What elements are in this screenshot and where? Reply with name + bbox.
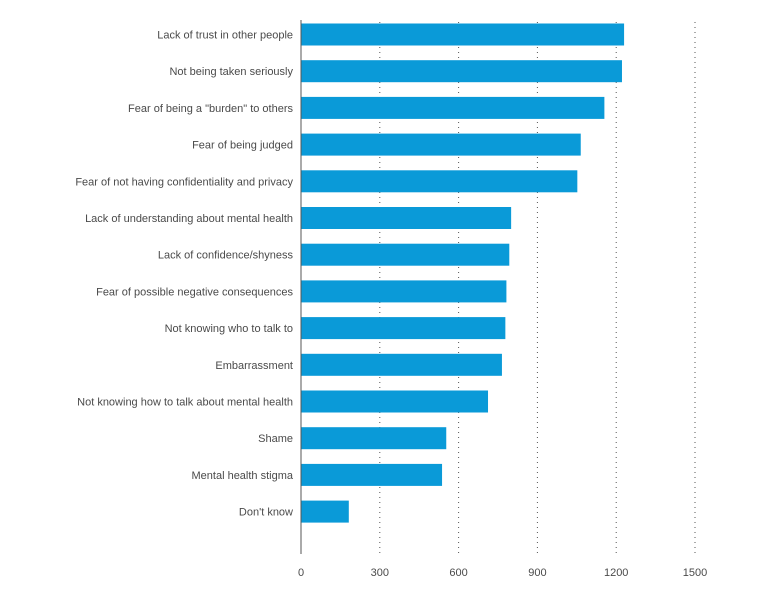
category-label: Lack of confidence/shyness (158, 250, 294, 262)
x-tick-label: 0 (298, 567, 304, 579)
x-axis: 0 300 600 900 1200 1500 (298, 20, 707, 579)
category-label: Lack of understanding about mental healt… (85, 213, 293, 225)
bar (301, 96, 605, 119)
x-tick-label: 900 (528, 567, 546, 579)
category-label: Don't know (239, 507, 293, 519)
category-label: Not knowing who to talk to (165, 323, 293, 335)
category-label: Fear of not having confidentiality and p… (75, 176, 293, 188)
bar (301, 500, 349, 523)
bar (301, 317, 506, 340)
bar (301, 23, 625, 46)
bar (301, 60, 622, 83)
category-labels: Lack of trust in other people Not being t… (75, 30, 294, 519)
bars (301, 23, 625, 523)
bar (301, 463, 443, 486)
bar (301, 390, 489, 413)
category-label: Embarrassment (215, 360, 293, 372)
bar (301, 170, 578, 193)
category-label: Fear of being judged (192, 140, 293, 152)
category-label: Lack of trust in other people (157, 30, 293, 42)
bar (301, 243, 510, 266)
bar (301, 133, 581, 156)
x-tick-label: 1500 (683, 567, 707, 579)
bar (301, 207, 512, 229)
x-tick-label: 600 (449, 567, 467, 579)
x-tick-label: 1200 (604, 567, 628, 579)
x-tick-label: 300 (371, 567, 389, 579)
bar (301, 280, 507, 303)
bar (301, 427, 447, 450)
category-label: Mental health stigma (192, 470, 294, 482)
category-label: Shame (258, 433, 293, 445)
category-label: Not being taken seriously (169, 66, 293, 78)
category-label: Not knowing how to talk about mental hea… (77, 397, 293, 409)
category-label: Fear of being a "burden" to others (128, 103, 293, 115)
category-label: Fear of possible negative consequences (96, 286, 293, 298)
bar (301, 353, 502, 376)
